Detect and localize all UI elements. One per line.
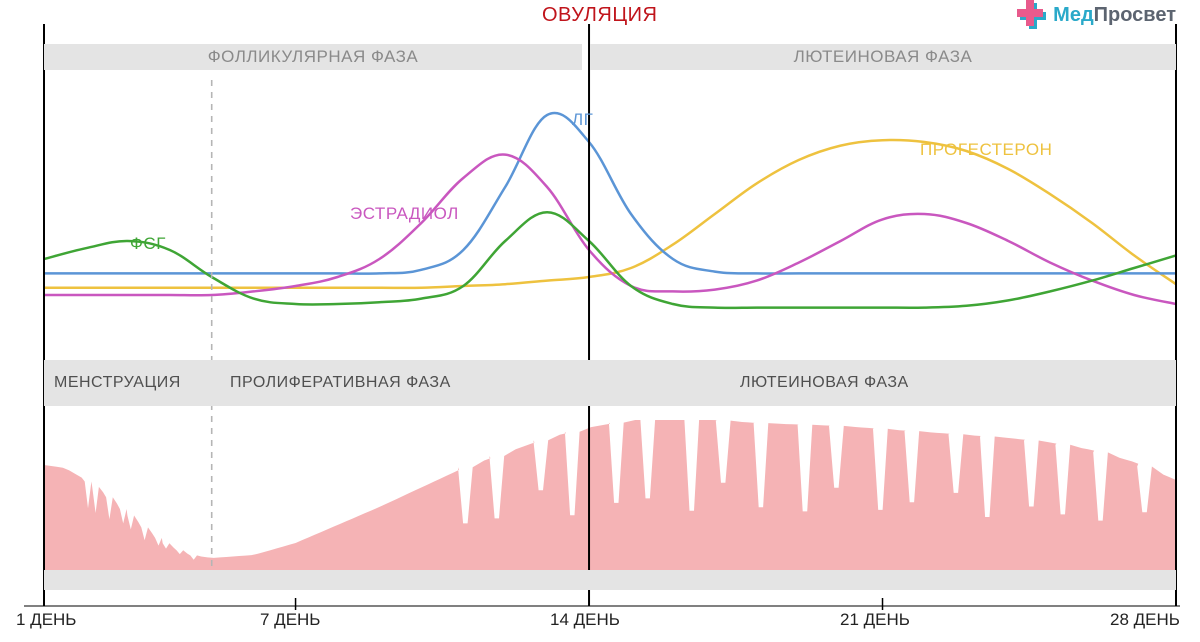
ovulation-label: ОВУЛЯЦИЯ: [542, 4, 657, 27]
brand-logo: МедПросвет: [1017, 0, 1176, 30]
logo-text-b: Просвет: [1094, 4, 1176, 26]
progesterone-label: ПРОГЕСТЕРОН: [920, 140, 1052, 160]
uterine-phase-bar: [44, 360, 1176, 406]
lh-curve: [44, 113, 1176, 274]
top-phase-follicular-label: ФОЛЛИКУЛЯРНАЯ ФАЗА: [208, 47, 419, 67]
uterine-proliferative-label: ПРОЛИФЕРАТИВНАЯ ФАЗА: [230, 374, 451, 392]
day-7-label: 7 ДЕНЬ: [260, 610, 320, 630]
day-1-label: 1 ДЕНЬ: [16, 610, 76, 630]
top-phase-follicular: ФОЛЛИКУЛЯРНАЯ ФАЗА: [44, 44, 582, 70]
chart-container: ОВУЛЯЦИЯ ФОЛЛИКУЛЯРНАЯ ФАЗА ЛЮТЕИНОВАЯ Ф…: [20, 10, 1180, 610]
fsh-curve: [44, 212, 1176, 308]
logo-text-a: Мед: [1053, 4, 1093, 26]
logo-text: МедПросвет: [1053, 4, 1176, 27]
bottom-gray-strip: [44, 570, 1176, 590]
diagram-svg: [20, 10, 1180, 610]
top-phase-luteal-label: ЛЮТЕИНОВАЯ ФАЗА: [794, 47, 973, 67]
uterine-menstruation-label: МЕНСТРУАЦИЯ: [54, 374, 181, 392]
fsh-label: ФСГ: [130, 234, 166, 254]
endometrium-fill: [44, 420, 1176, 570]
day-14-label: 14 ДЕНЬ: [550, 610, 620, 630]
top-phase-luteal: ЛЮТЕИНОВАЯ ФАЗА: [590, 44, 1176, 70]
uterine-luteal-label: ЛЮТЕИНОВАЯ ФАЗА: [740, 374, 909, 392]
estradiol-label: ЭСТРАДИОЛ: [350, 204, 459, 224]
day-28-label: 28 ДЕНЬ: [1110, 610, 1180, 630]
lh-label: ЛГ: [572, 110, 593, 130]
logo-mark-icon: [1017, 0, 1047, 30]
day-21-label: 21 ДЕНЬ: [840, 610, 910, 630]
